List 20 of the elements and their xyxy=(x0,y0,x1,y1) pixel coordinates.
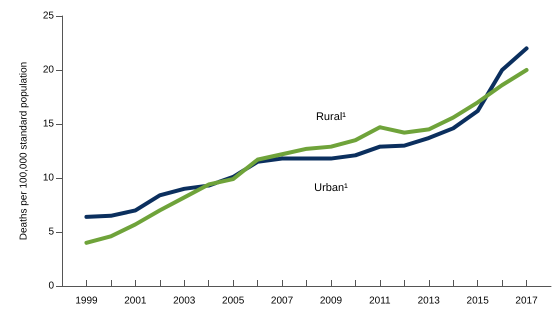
y-tick-label: 0 xyxy=(48,280,54,292)
x-tick-label: 1999 xyxy=(75,296,98,306)
series-label: Rural¹ xyxy=(316,111,346,124)
y-tick-label: 20 xyxy=(42,64,54,76)
text: Urban¹ xyxy=(314,182,348,194)
x-tick-label: 2015 xyxy=(466,296,490,306)
x-tick-label: 2007 xyxy=(270,296,294,306)
x-tick-label: 2017 xyxy=(515,296,538,306)
line-series xyxy=(84,68,529,245)
x-tick-label: 2013 xyxy=(418,296,440,306)
x-tick-label: 2001 xyxy=(124,296,147,306)
x-tick-label: 2009 xyxy=(320,296,343,306)
x-tick-label: 2011 xyxy=(369,296,392,306)
x-tick-label: 2003 xyxy=(173,296,196,306)
y-tick-label: 5 xyxy=(48,226,54,238)
x-tick-label: 2005 xyxy=(222,296,245,306)
y-tick-label: 25 xyxy=(42,10,54,22)
y-axis-title: Deaths per 100,000 standard population xyxy=(18,62,30,240)
y-tick-label: 15 xyxy=(42,118,54,130)
y-tick-label: 10 xyxy=(42,172,54,184)
